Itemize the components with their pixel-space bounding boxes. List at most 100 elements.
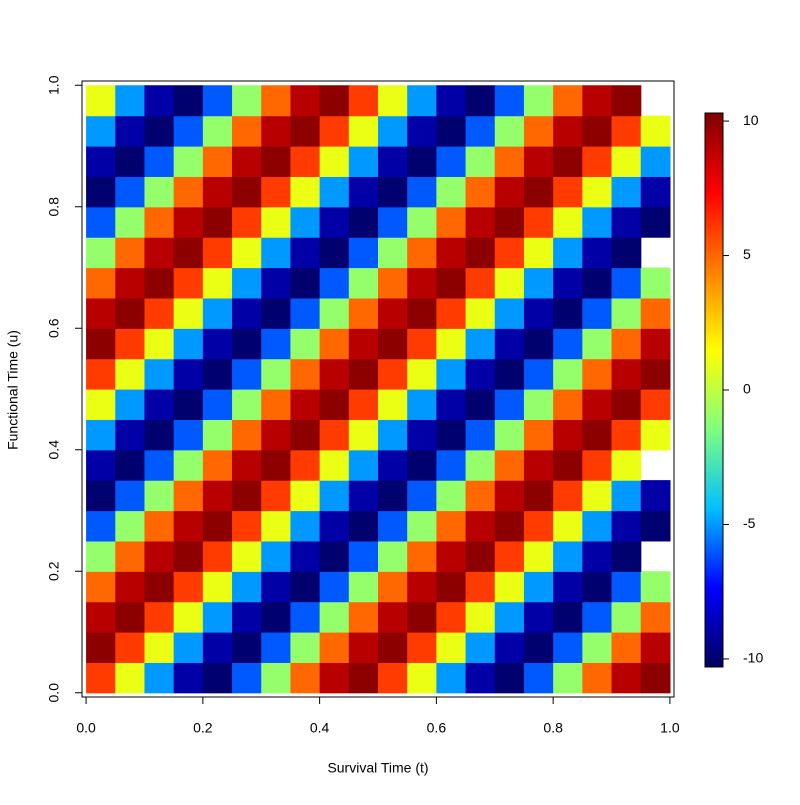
heat-cell	[173, 601, 204, 633]
heat-cell	[232, 115, 262, 147]
heat-cell	[465, 237, 496, 269]
heat-cell	[319, 389, 350, 420]
heat-cell	[232, 480, 262, 512]
heat-cell	[290, 237, 321, 269]
heat-cell	[86, 176, 116, 208]
heat-cell	[378, 85, 408, 117]
colorbar	[704, 112, 724, 668]
heat-cell	[86, 631, 116, 663]
heat-cell	[640, 419, 671, 451]
heat-cell	[144, 571, 175, 603]
heat-cell	[144, 389, 175, 420]
heat-cell	[436, 358, 467, 390]
heat-cell	[144, 146, 175, 177]
heat-cell	[611, 601, 642, 633]
heat-cell	[611, 115, 642, 147]
heat-cell	[523, 540, 554, 572]
heat-cell	[378, 297, 408, 329]
heat-cell	[553, 146, 583, 177]
heat-cell	[144, 85, 175, 117]
heat-cell	[144, 115, 175, 147]
heat-cell	[319, 631, 350, 663]
heat-cell	[173, 115, 204, 147]
heat-cell	[523, 176, 554, 208]
heat-cell	[348, 297, 379, 329]
heat-cell	[611, 85, 642, 117]
heat-cell	[86, 85, 116, 117]
x-tick-label: 0.6	[427, 720, 447, 736]
heat-cell	[378, 115, 408, 147]
heat-cell	[232, 206, 262, 238]
heat-cell	[144, 601, 175, 633]
plot-frame	[81, 80, 675, 698]
heat-cell	[144, 176, 175, 208]
heat-cell	[611, 358, 642, 390]
heat-cell	[436, 328, 467, 360]
heat-cell	[553, 237, 583, 269]
y-tick-label: 0.2	[46, 561, 62, 581]
heat-cell	[378, 389, 408, 420]
heat-cell	[640, 267, 671, 299]
heat-cell	[319, 358, 350, 390]
heat-cell	[115, 237, 146, 269]
heat-cell	[348, 631, 379, 663]
heat-cell	[290, 449, 321, 481]
heat-cell	[640, 206, 671, 238]
heat-cell	[290, 358, 321, 390]
heat-cell	[290, 297, 321, 329]
heat-cell	[232, 176, 262, 208]
heat-cell	[86, 237, 116, 269]
heat-cell	[640, 389, 671, 420]
heat-cell	[436, 419, 467, 451]
heat-cell	[553, 601, 583, 633]
heat-cell	[523, 419, 554, 451]
heat-cell	[202, 631, 233, 663]
heat-cell	[319, 419, 350, 451]
heat-cell	[378, 176, 408, 208]
heat-cell	[290, 571, 321, 603]
heat-cell	[523, 601, 554, 633]
heat-cell	[232, 267, 262, 299]
heat-cell	[523, 267, 554, 299]
heat-cell	[261, 328, 292, 360]
heat-cell	[86, 662, 116, 694]
heat-cell	[378, 419, 408, 451]
heat-cell	[348, 480, 379, 512]
heat-cell	[494, 571, 525, 603]
heat-cell	[261, 662, 292, 694]
heat-cell	[523, 85, 554, 117]
heat-cell	[319, 237, 350, 269]
heat-cell	[348, 358, 379, 390]
heat-cell	[115, 662, 146, 694]
heat-cell	[494, 328, 525, 360]
x-tick-label: 1.0	[660, 720, 680, 736]
heat-cell	[115, 601, 146, 633]
heat-cell	[232, 328, 262, 360]
heat-cell	[407, 419, 437, 451]
heat-cell	[115, 631, 146, 663]
heat-cell	[640, 328, 671, 360]
heat-cell	[173, 297, 204, 329]
heat-cell	[611, 237, 642, 269]
heat-cell	[611, 328, 642, 360]
heat-cell	[407, 146, 437, 177]
heat-cell	[319, 510, 350, 542]
heat-cell	[494, 631, 525, 663]
heat-cell	[86, 115, 116, 147]
x-tick-label: 0.4	[310, 720, 330, 736]
heat-cell	[523, 389, 554, 420]
heat-cell	[202, 146, 233, 177]
heat-cell	[523, 328, 554, 360]
heat-cell	[436, 449, 467, 481]
heat-cell	[436, 85, 467, 117]
y-tick-label: 0.0	[46, 683, 62, 703]
heat-cell	[640, 662, 671, 694]
heat-cell	[173, 237, 204, 269]
heat-cell	[115, 480, 146, 512]
heat-cell	[640, 480, 671, 512]
heat-cell	[290, 389, 321, 420]
heat-cell	[465, 297, 496, 329]
heat-cell	[232, 662, 262, 694]
heat-cell	[407, 237, 437, 269]
